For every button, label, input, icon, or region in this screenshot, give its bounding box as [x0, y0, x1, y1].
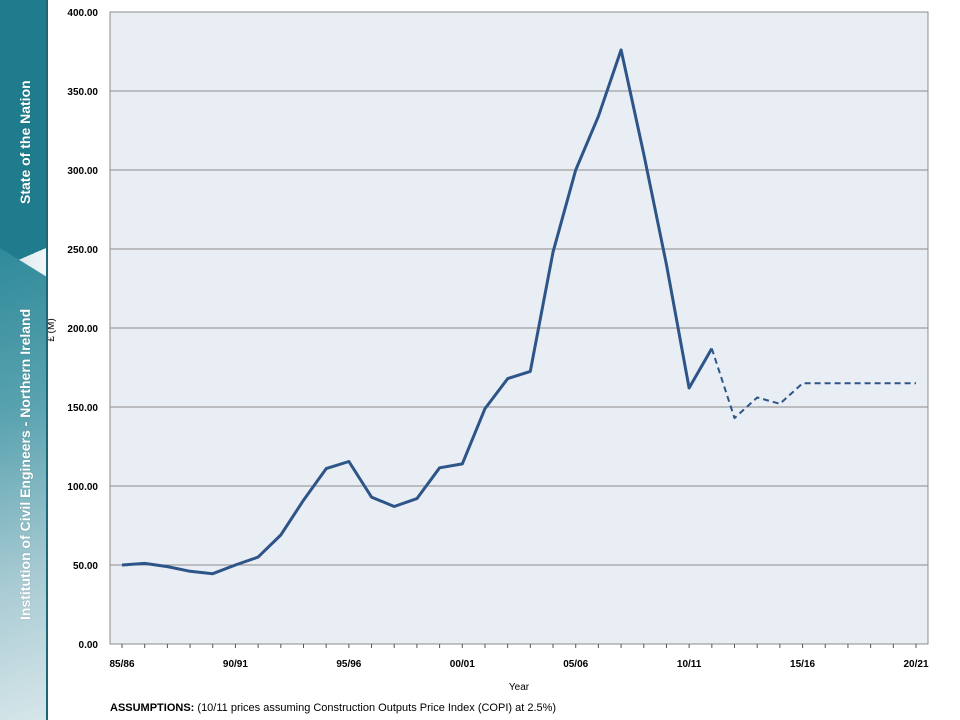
assumptions-note: ASSUMPTIONS: (10/11 prices assuming Cons…	[110, 702, 556, 714]
sidebar-org-name: Institution of Civil Engineers - Norther…	[17, 308, 33, 620]
line-chart: 0.00 50.00 100.00 150.00 200.00 250.00 300.00 3…	[48, 8, 929, 693]
gridlines	[110, 11, 928, 645]
x-tick-label: 10/11	[677, 659, 702, 670]
x-tick-label: 90/91	[223, 659, 248, 670]
x-tick-label: 00/01	[450, 659, 475, 670]
sidebar: State of the Nation Institution of Civil…	[0, 0, 46, 720]
y-tick-label: 250.00	[67, 245, 98, 256]
y-tick-labels: 0.00 50.00 100.00 150.00 200.00 250.00 300.00 3…	[67, 8, 98, 651]
y-tick-label: 100.00	[67, 482, 98, 493]
sidebar-divider	[46, 0, 48, 720]
sidebar-lower-band	[0, 248, 46, 720]
x-tick-label: 85/86	[109, 659, 134, 670]
series-lines	[121, 48, 916, 576]
y-tick-label: 50.00	[73, 561, 98, 572]
y-tick-label: 300.00	[67, 166, 98, 177]
y-tick-label: 150.00	[67, 403, 98, 414]
y-tick-label: 350.00	[67, 87, 98, 98]
assumptions-text: (10/11 prices assuming Construction Outp…	[194, 702, 557, 714]
y-tick-label: 0.00	[79, 640, 99, 651]
chart-container: 0.00 50.00 100.00 150.00 200.00 250.00 300.00 3…	[48, 0, 960, 720]
x-tick-label: 20/21	[903, 659, 928, 670]
y-axis-title: £ (M)	[48, 318, 57, 341]
y-tick-label: 400.00	[67, 8, 98, 19]
sidebar-top-band	[0, 0, 46, 268]
x-tick-labels: 85/86 90/91 95/96 00/01 05/06 10/11 15/16 20/21	[109, 644, 929, 670]
x-tick-label: 05/06	[563, 659, 588, 670]
x-axis-title: Year	[509, 682, 530, 693]
x-tick-label: 95/96	[336, 659, 361, 670]
series-line-actual	[121, 48, 714, 576]
assumptions-label: ASSUMPTIONS:	[110, 702, 195, 714]
sidebar-title: State of the Nation	[17, 80, 33, 204]
x-tick-label: 15/16	[790, 659, 815, 670]
y-tick-label: 200.00	[67, 324, 98, 335]
